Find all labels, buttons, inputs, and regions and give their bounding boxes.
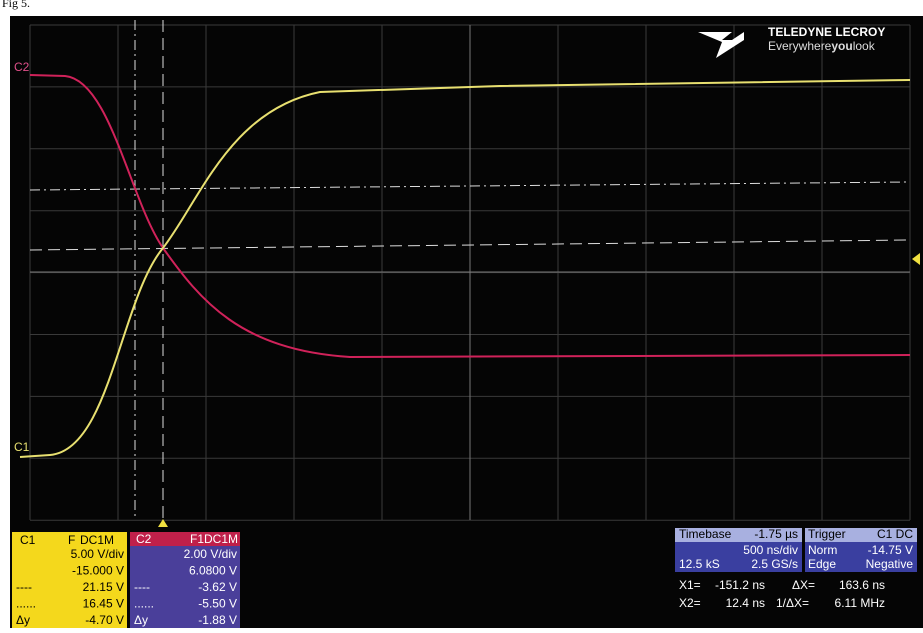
oscilloscope-screenshot: Fig 5. C2 C1 TELEDYNE LECROY Everywherey… bbox=[0, 0, 923, 628]
c2-marker: C2 bbox=[14, 60, 30, 74]
row-value: -5.50 V bbox=[198, 597, 237, 611]
logo-brand: TELEDYNE LECROY bbox=[768, 25, 885, 39]
cursor-value: 12.4 ns bbox=[726, 596, 765, 610]
row-symbol: Δy bbox=[134, 613, 148, 627]
cursor-label: X1= bbox=[679, 578, 701, 592]
row-value: 6.0800 V bbox=[189, 564, 237, 578]
tagline-part: you bbox=[831, 39, 852, 53]
c1-badge: F bbox=[68, 533, 75, 547]
row-value: -1.88 V bbox=[198, 613, 237, 627]
tagline-part: look bbox=[853, 39, 876, 53]
row-symbol: ---- bbox=[134, 580, 150, 594]
c2-label: C2 bbox=[136, 532, 152, 546]
c1-marker: C1 bbox=[14, 440, 30, 454]
row-value: 16.45 V bbox=[83, 597, 124, 611]
trigger-kind: Edge bbox=[808, 557, 836, 571]
row-value: -4.70 V bbox=[85, 613, 124, 627]
trigger-source: C1 DC bbox=[877, 527, 913, 541]
caption: Fig 5. bbox=[2, 0, 30, 10]
row-symbol: ---- bbox=[16, 580, 32, 594]
timebase-offset: -1.75 µs bbox=[754, 527, 798, 541]
logo-tagline: Everywhereyoulook bbox=[768, 39, 876, 53]
trigger-mode: Norm bbox=[808, 543, 837, 557]
row-symbol: ...... bbox=[16, 597, 36, 611]
timebase-samples: 12.5 kS bbox=[679, 557, 720, 571]
row-value: 21.15 V bbox=[83, 580, 124, 594]
c2-badge: DC1M bbox=[204, 532, 238, 546]
row-value: -15.000 V bbox=[72, 564, 124, 578]
timebase-per-div: 500 ns/div bbox=[743, 543, 798, 557]
tagline-part: Everywhere bbox=[768, 39, 832, 53]
trigger-level: -14.75 V bbox=[868, 543, 913, 557]
c1-badge: DC1M bbox=[80, 533, 114, 547]
timebase-label: Timebase bbox=[679, 527, 732, 541]
timebase-rate: 2.5 GS/s bbox=[751, 557, 798, 571]
cursor-value: 6.11 MHz bbox=[835, 596, 885, 610]
c2-badge: F1 bbox=[190, 532, 204, 546]
row-value: 5.00 V/div bbox=[71, 547, 124, 561]
row-symbol: Δy bbox=[16, 613, 30, 627]
cursor-value: 163.6 ns bbox=[839, 578, 885, 592]
row-value: -3.62 V bbox=[198, 580, 237, 594]
c1-label: C1 bbox=[20, 533, 36, 547]
cursor-label: 1/ΔX= bbox=[776, 596, 809, 610]
row-symbol: ...... bbox=[134, 597, 154, 611]
trigger-label: Trigger bbox=[808, 527, 846, 541]
cursor-label: ΔX= bbox=[792, 578, 815, 592]
trigger-slope: Negative bbox=[866, 557, 914, 571]
row-value: 2.00 V/div bbox=[184, 547, 237, 561]
cursor-label: X2= bbox=[679, 596, 701, 610]
cursor-value: -151.2 ns bbox=[715, 578, 765, 592]
